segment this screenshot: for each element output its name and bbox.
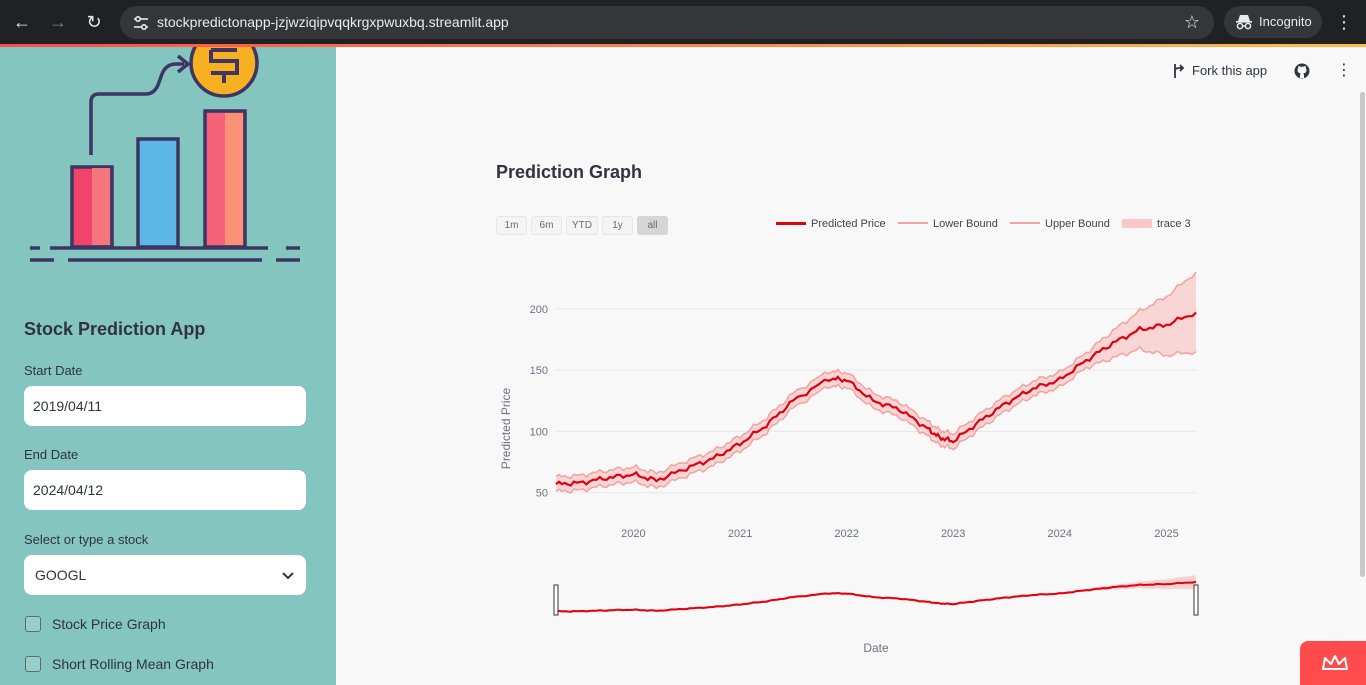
scrollbar[interactable] (1360, 92, 1365, 577)
incognito-badge[interactable]: Incognito (1224, 6, 1322, 38)
legend-item-trace3[interactable]: trace 3 (1122, 215, 1196, 233)
range-button-1m[interactable]: 1m (496, 216, 527, 235)
legend-swatch (1122, 219, 1152, 228)
start-date-value: 2019/04/11 (33, 398, 103, 414)
browser-menu-icon[interactable]: ⋮ (1335, 12, 1353, 32)
loading-accent-bar (0, 44, 1366, 47)
github-icon[interactable] (1294, 63, 1310, 79)
stock-select-label: Select or type a stock (24, 532, 149, 547)
x-tick-label: 2020 (621, 528, 645, 540)
legend-swatch (1010, 222, 1040, 224)
range-button-ytd[interactable]: YTD (566, 216, 598, 235)
main-content: Fork this app ⋮ Prediction Graph 1m 6m Y… (336, 47, 1366, 685)
series-line-predicted-price (555, 311, 1197, 487)
stock-select-value: GOOGL (35, 567, 87, 583)
y-tick-labels: 50 100 150 200 (530, 304, 548, 500)
address-bar[interactable]: stockpredictonapp-jzjwziqipvqqkrgxpwuxbq… (120, 6, 1214, 39)
checkbox-box[interactable] (25, 616, 41, 632)
streamlit-badge[interactable] (1300, 641, 1366, 685)
incognito-icon (1236, 15, 1252, 30)
checkbox-label: Stock Price Graph (52, 616, 166, 632)
stock-select[interactable]: GOOGL (24, 555, 306, 595)
slider-handle-left (553, 584, 559, 616)
stock-chart-logo-icon (30, 47, 300, 262)
fork-app-button[interactable]: Fork this app (1172, 59, 1267, 83)
browser-toolbar: ← → ↻ stockpredictonapp-jzjwziqipvqqkrgx… (0, 0, 1366, 44)
forward-arrow-icon[interactable]: → (49, 12, 67, 32)
x-tick-label: 2022 (834, 528, 858, 540)
end-date-input[interactable]: 2024/04/12 (24, 470, 306, 510)
start-date-input[interactable]: 2019/04/11 (24, 386, 306, 426)
app-toolbar: Fork this app ⋮ (1166, 59, 1366, 83)
y-tick-label: 150 (530, 365, 548, 377)
fork-icon (1174, 64, 1185, 78)
range-button-1y[interactable]: 1y (602, 216, 633, 235)
start-date-label: Start Date (24, 363, 83, 378)
checkbox-box[interactable] (25, 656, 41, 672)
legend-label: Lower Bound (933, 218, 998, 230)
confidence-band (556, 272, 1196, 493)
app-menu-icon[interactable]: ⋮ (1336, 62, 1352, 79)
legend-label: Upper Bound (1045, 218, 1110, 230)
slider-band (556, 575, 1196, 613)
x-tick-label: 2025 (1154, 528, 1178, 540)
back-arrow-icon[interactable]: ← (13, 12, 31, 32)
range-button-all[interactable]: all (637, 216, 668, 235)
app-title: Stock Prediction App (24, 319, 206, 339)
checkbox-label: Short Rolling Mean Graph (52, 656, 214, 672)
bookmark-star-icon[interactable]: ☆ (1183, 12, 1200, 32)
prediction-chart[interactable]: 50 100 150 200 2020 2021 2022 2023 2024 2025 Pre… (486, 247, 1206, 667)
site-info-icon[interactable] (132, 14, 150, 32)
y-tick-label: 50 (536, 488, 548, 500)
end-date-value: 2024/04/12 (33, 482, 104, 498)
series-lines (555, 271, 1197, 494)
reload-icon[interactable]: ↻ (86, 12, 102, 32)
url-text: stockpredictonapp-jzjwziqipvqqkrgxpwuxbq… (157, 14, 509, 30)
sidebar: Stock Prediction App Start Date 2019/04/… (0, 47, 336, 685)
legend-swatch (776, 222, 806, 225)
crown-icon (1322, 655, 1348, 670)
legend-item-upper[interactable]: Upper Bound (1010, 215, 1115, 233)
x-tick-label: 2021 (728, 528, 752, 540)
incognito-label: Incognito (1259, 14, 1312, 29)
legend-item-lower[interactable]: Lower Bound (898, 215, 1003, 233)
y-axis-label: Predicted Price (499, 387, 513, 469)
y-tick-label: 200 (530, 304, 548, 316)
end-date-label: End Date (24, 447, 79, 462)
legend-item-predicted[interactable]: Predicted Price (776, 215, 891, 233)
chevron-down-icon (282, 555, 294, 595)
range-slider (553, 575, 1199, 616)
legend-label: Predicted Price (811, 218, 886, 230)
x-tick-label: 2024 (1047, 528, 1071, 540)
section-title: Prediction Graph (496, 162, 643, 182)
slider-handle-right (1193, 584, 1199, 616)
y-tick-label: 100 (530, 426, 548, 438)
x-axis-label: Date (863, 641, 889, 655)
legend-swatch (898, 222, 928, 224)
gridlines (556, 308, 1196, 494)
x-tick-labels: 2020 2021 2022 2023 2024 2025 (621, 528, 1179, 540)
series-line-lower-bound (555, 345, 1197, 494)
slider-line-predicted (555, 580, 1197, 613)
chart-legend: Predicted Price Lower Bound Upper Bound … (776, 215, 1196, 233)
legend-label: trace 3 (1157, 218, 1191, 230)
band-area-trace-3 (556, 272, 1196, 493)
series-line-upper-bound (555, 271, 1197, 480)
x-tick-label: 2023 (941, 528, 965, 540)
fork-label: Fork this app (1192, 63, 1268, 78)
range-button-6m[interactable]: 6m (531, 216, 562, 235)
